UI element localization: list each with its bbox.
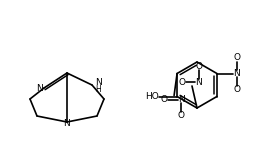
Text: O: O	[178, 111, 185, 120]
Text: N: N	[36, 83, 42, 92]
Text: HO: HO	[145, 92, 159, 101]
Text: O: O	[234, 85, 240, 94]
Text: O: O	[234, 53, 240, 62]
Text: H: H	[95, 84, 101, 93]
Text: N: N	[196, 78, 202, 86]
Text: O: O	[161, 95, 168, 104]
Text: N: N	[234, 69, 240, 78]
Text: N: N	[95, 78, 101, 86]
Text: N: N	[178, 95, 185, 104]
Text: O: O	[195, 61, 202, 71]
Text: N: N	[64, 120, 70, 128]
Text: O: O	[178, 78, 185, 86]
